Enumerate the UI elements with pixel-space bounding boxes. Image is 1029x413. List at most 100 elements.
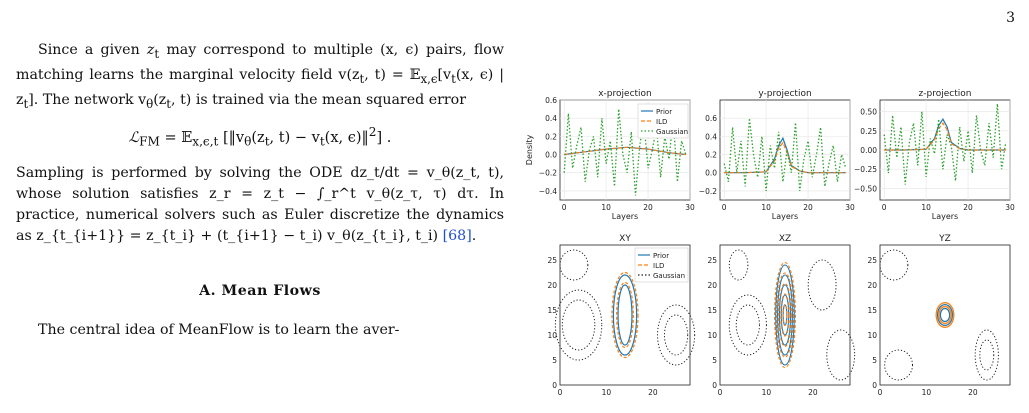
y-tick-label: 0.25	[860, 127, 877, 136]
prior-contour	[777, 274, 793, 356]
y-tick-label: 20	[707, 281, 717, 290]
ild-contour	[616, 281, 634, 349]
plot-frame	[719, 99, 851, 201]
line-chart-1	[559, 99, 691, 201]
x-axis-label: Layers	[932, 212, 958, 221]
y-tick-label: 5	[712, 356, 717, 365]
gaussian-contour	[663, 314, 689, 356]
x-tick-label: 0	[882, 203, 887, 212]
x-tick-label: 20	[968, 388, 978, 397]
gaussian-contour	[884, 349, 914, 381]
ild-contour	[782, 303, 788, 327]
chart-title: x-projection	[598, 89, 652, 99]
ild-contour	[780, 293, 790, 337]
y-tick-label: 0.0	[545, 151, 557, 160]
y-tick-label: −0.2	[539, 169, 557, 178]
y-tick-label: 25	[867, 256, 877, 265]
section-heading-mean-flows: A. Mean Flows	[199, 283, 321, 300]
plot-frame	[719, 244, 851, 386]
citation-68[interactable]: [68]	[442, 228, 472, 245]
x-axis-label: Layers	[772, 212, 798, 221]
y-tick-label: 0.50	[860, 108, 877, 117]
ild-contour	[935, 301, 955, 328]
x-tick-label: 30	[685, 203, 695, 212]
legend-entry: Prior	[653, 252, 669, 260]
y-tick-label: 0	[712, 381, 717, 390]
paragraph-flow-matching: Since a given zt may correspond to multi…	[16, 42, 504, 111]
y-tick-label: 0.2	[545, 132, 557, 141]
x-tick-label: 30	[1005, 203, 1015, 212]
x-axis-label: Layers	[612, 212, 638, 221]
y-tick-label: −0.4	[539, 187, 557, 196]
y-tick-label: 0.4	[545, 114, 557, 123]
figure-projections: x-projection 0.6 0.4 0.2 0.0 −0.2 −0.4 0 10 20 30 L…	[520, 80, 1020, 409]
x-tick-label: 20	[803, 203, 813, 212]
x-tick-label: 0	[878, 388, 883, 397]
gaussian-contour	[826, 329, 856, 381]
y-tick-label: −0.2	[699, 187, 717, 196]
panel-title: XY	[619, 234, 631, 244]
x-tick-label: 0	[718, 388, 723, 397]
x-tick-label: 0	[558, 388, 563, 397]
ild-contour	[938, 305, 952, 325]
y-tick-label: 0.2	[705, 151, 717, 160]
x-tick-label: 20	[963, 203, 973, 212]
prior-contour	[936, 304, 954, 327]
y-tick-label: 0.6	[545, 96, 557, 105]
figure-svg: x-projection 0.6 0.4 0.2 0.0 −0.2 −0.4 0 10 20 30 L…	[525, 89, 1015, 397]
x-tick-label: 10	[602, 388, 612, 397]
prior-contour	[939, 307, 951, 323]
page-number: 3	[1006, 10, 1015, 26]
gaussian-contour	[554, 289, 603, 361]
y-tick-label: −0.50	[854, 184, 877, 193]
y-tick-label: 20	[867, 281, 877, 290]
x-tick-label: 10	[921, 203, 931, 212]
panel-title: XZ	[779, 234, 791, 244]
series-line-gaussian	[563, 109, 687, 196]
gaussian-contour	[735, 304, 760, 346]
y-tick-label: 0.0	[705, 169, 717, 178]
x-tick-label: 0	[722, 203, 727, 212]
x-tick-label: 0	[562, 203, 567, 212]
y-tick-label: 10	[547, 331, 557, 340]
series-line-ild	[724, 141, 846, 174]
y-tick-label: 10	[707, 331, 717, 340]
x-tick-label: 30	[845, 203, 855, 212]
gaussian-contour	[879, 249, 909, 281]
contour-panel-3	[879, 244, 1011, 386]
chart-title: y-projection	[758, 89, 811, 99]
y-tick-label: 0	[872, 381, 877, 390]
y-tick-label: 5	[872, 356, 877, 365]
ild-contour	[774, 261, 796, 369]
y-tick-label: −0.25	[854, 165, 877, 174]
plot-frame	[879, 244, 1011, 386]
legend-entry: Prior	[656, 108, 672, 116]
ild-contour	[611, 271, 639, 359]
gaussian-contour	[728, 294, 767, 356]
legend-entry: ILD	[653, 262, 664, 270]
y-tick-label: 25	[547, 256, 557, 265]
x-tick-label: 10	[922, 388, 932, 397]
ild-contour	[778, 282, 792, 348]
line-chart-3	[879, 99, 1011, 201]
y-tick-label: 15	[867, 306, 877, 315]
series-line-gaussian	[883, 103, 1007, 185]
prior-contour	[775, 264, 795, 366]
series-line-ild	[564, 146, 686, 156]
gaussian-contour	[728, 249, 749, 281]
x-tick-label: 20	[643, 203, 653, 212]
prior-contour	[778, 284, 792, 346]
x-tick-label: 10	[601, 203, 611, 212]
chart-title: z-projection	[919, 89, 972, 99]
panel-title: YZ	[938, 234, 951, 244]
paragraph-sampling: Sampling is performed by solving the ODE…	[16, 165, 504, 245]
y-tick-label: 0.6	[705, 114, 717, 123]
text-column: Since a given zt may correspond to multi…	[16, 40, 504, 341]
x-tick-label: 10	[761, 203, 771, 212]
legend-box	[634, 247, 689, 283]
gaussian-contour	[979, 339, 995, 371]
legend-entry: Gaussian	[653, 272, 685, 280]
gaussian-contour	[657, 304, 696, 366]
x-tick-label: 20	[648, 388, 658, 397]
equation-fm-loss: ℒFM = 𝔼x,ϵ,t [‖vθ(zt, t) − vt(x, ϵ)‖2] .	[128, 125, 392, 150]
